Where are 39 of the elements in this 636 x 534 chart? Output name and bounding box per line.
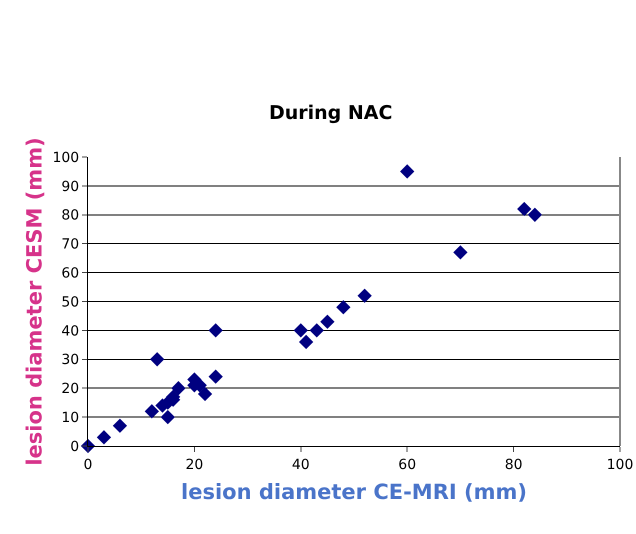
point [112,418,128,433]
y-tick-label: 0 [70,438,80,455]
chart-title: During NAC [268,102,392,124]
point [208,323,223,338]
point [517,202,532,216]
y-tick-label: 70 [61,236,80,253]
x-tick-label: 40 [292,456,310,473]
point [400,164,414,179]
point [208,369,223,384]
y-tick-label: 90 [61,178,80,195]
point [96,430,112,444]
y-tick-label: 20 [61,381,80,398]
point [453,245,468,260]
x-tick-label: 20 [185,456,204,473]
point [144,404,159,418]
point [294,323,308,338]
y-tick-label: 40 [61,323,80,340]
point [336,300,351,314]
point [150,352,164,366]
point [528,208,542,222]
x-tick-label: 80 [504,456,523,473]
point [160,410,175,424]
x-tick-label: 60 [398,456,416,473]
y-tick-label: 50 [61,294,80,310]
y-tick-label: 10 [61,410,80,426]
y-tick-label: 30 [61,352,80,368]
x-tick-label: 0 [84,456,92,473]
point [357,288,372,303]
y-tick-label: 80 [61,208,80,224]
y-tick-label: 100 [52,150,80,166]
point [171,381,186,396]
y-axis-title: lesion diameter CESM (mm) [22,137,47,466]
x-tick-label: 100 [606,456,634,473]
y-tick-label: 60 [61,266,80,282]
point [298,334,314,350]
point [310,323,324,338]
point [320,314,335,329]
x-axis-title: lesion diameter CE-MRI (mm) [181,480,527,504]
point [198,386,212,402]
